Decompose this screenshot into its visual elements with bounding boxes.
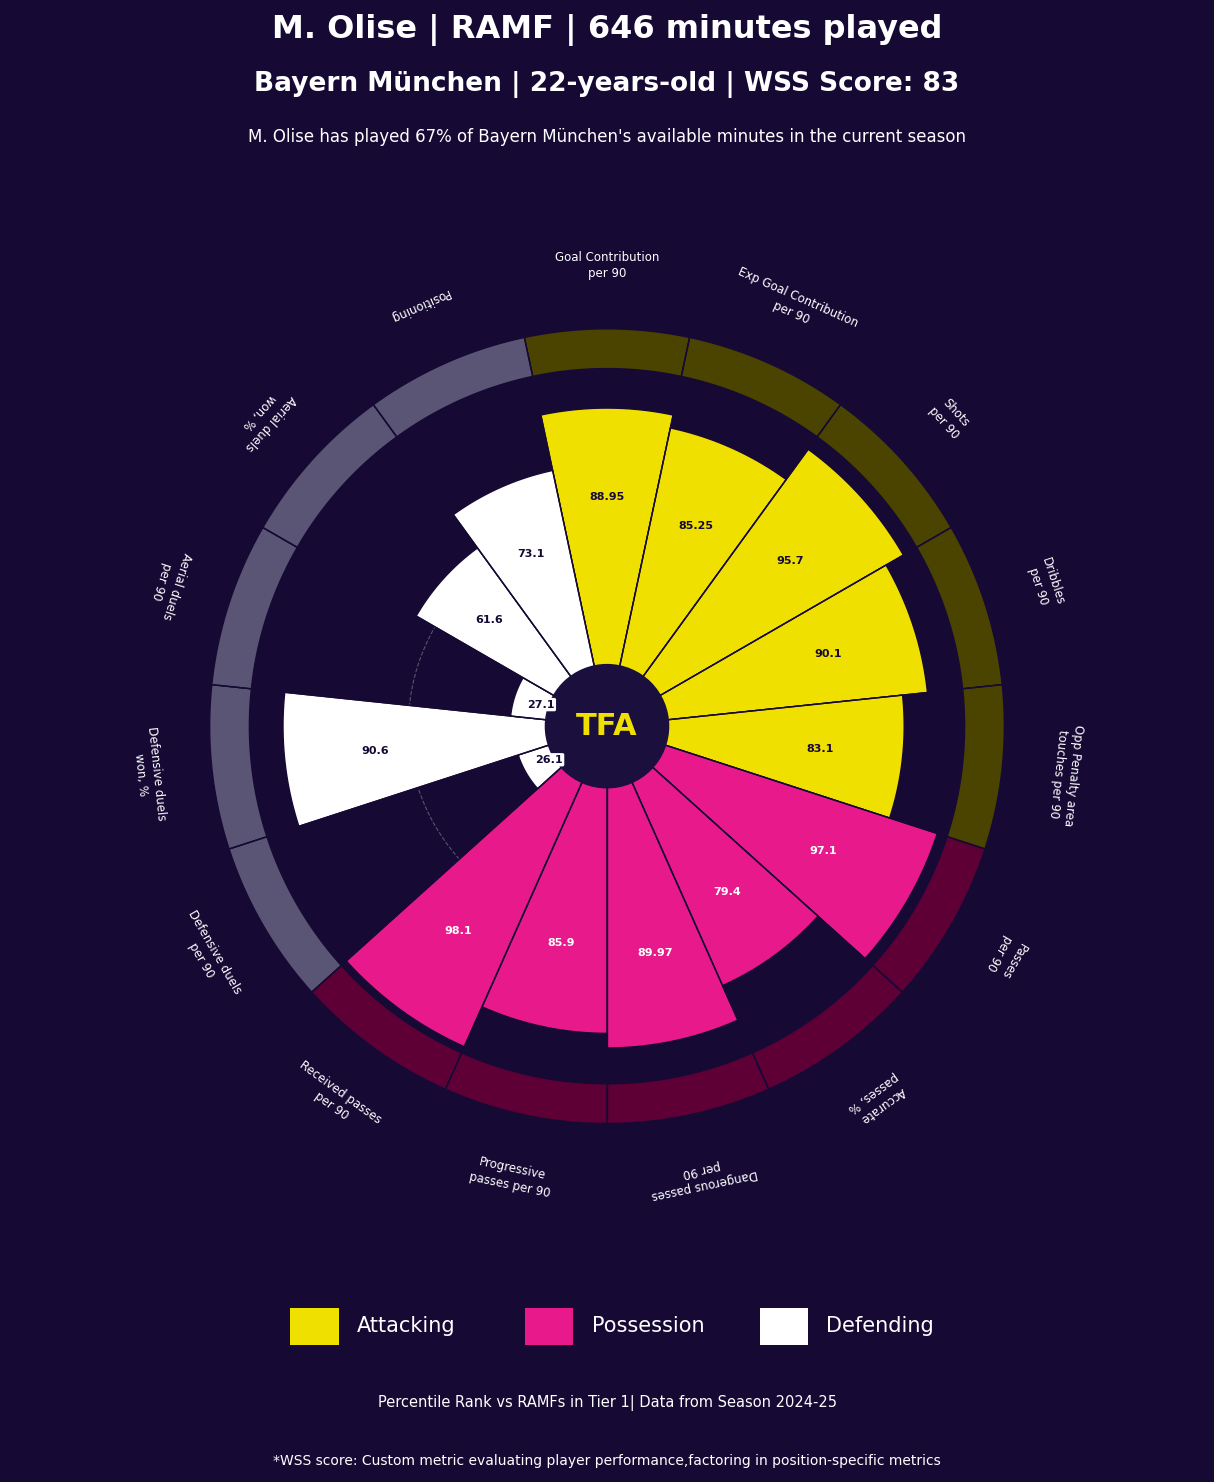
Text: Passes
per 90: Passes per 90: [983, 932, 1028, 981]
Text: 89.97: 89.97: [637, 948, 673, 957]
Text: 88.95: 88.95: [589, 492, 625, 502]
Text: M. Olise | RAMF | 646 minutes played: M. Olise | RAMF | 646 minutes played: [272, 15, 942, 46]
Text: *WSS score: Custom metric evaluating player performance,factoring in position-sp: *WSS score: Custom metric evaluating pla…: [273, 1454, 941, 1469]
Polygon shape: [947, 685, 1004, 849]
Polygon shape: [607, 428, 787, 726]
Text: Bayern München | 22-years-old | WSS Score: 83: Bayern München | 22-years-old | WSS Scor…: [255, 71, 959, 98]
Text: 95.7: 95.7: [777, 556, 804, 566]
Polygon shape: [416, 548, 607, 726]
Polygon shape: [482, 726, 607, 1033]
Text: Defensive duels
per 90: Defensive duels per 90: [171, 908, 244, 1005]
Polygon shape: [817, 405, 951, 547]
Polygon shape: [283, 692, 607, 827]
Text: 27.1: 27.1: [527, 700, 555, 710]
Text: Aerial duels
per 90: Aerial duels per 90: [144, 547, 193, 621]
Polygon shape: [211, 528, 297, 689]
Text: 85.9: 85.9: [548, 938, 574, 947]
Text: 90.1: 90.1: [813, 649, 841, 659]
Polygon shape: [210, 685, 267, 849]
Text: Accurate
passes, %: Accurate passes, %: [845, 1070, 910, 1128]
Polygon shape: [607, 726, 738, 1048]
Circle shape: [545, 664, 669, 788]
Text: 83.1: 83.1: [806, 744, 834, 753]
Text: 73.1: 73.1: [517, 550, 544, 559]
Text: Goal Contribution
per 90: Goal Contribution per 90: [555, 250, 659, 280]
Text: Exp Goal Contribution
per 90: Exp Goal Contribution per 90: [730, 265, 860, 345]
FancyBboxPatch shape: [524, 1307, 573, 1346]
Text: Dribbles
per 90: Dribbles per 90: [1023, 556, 1067, 612]
Text: 85.25: 85.25: [679, 520, 714, 531]
Polygon shape: [263, 405, 397, 547]
Text: 61.6: 61.6: [475, 615, 503, 625]
Polygon shape: [518, 726, 607, 788]
FancyBboxPatch shape: [290, 1307, 339, 1346]
Text: Percentile Rank vs RAMFs in Tier 1| Data from Season 2024-25: Percentile Rank vs RAMFs in Tier 1| Data…: [378, 1395, 836, 1411]
Polygon shape: [312, 965, 461, 1089]
Polygon shape: [346, 726, 607, 1046]
Polygon shape: [453, 470, 607, 726]
Polygon shape: [524, 329, 690, 376]
Text: 98.1: 98.1: [444, 926, 472, 935]
Polygon shape: [229, 837, 341, 991]
Polygon shape: [607, 695, 904, 818]
Polygon shape: [681, 338, 840, 437]
Text: Opp Penalty area
touches per 90: Opp Penalty area touches per 90: [1045, 722, 1085, 827]
Text: Dangerous passes
per 90: Dangerous passes per 90: [647, 1152, 759, 1202]
Text: M. Olise has played 67% of Bayern München's available minutes in the current sea: M. Olise has played 67% of Bayern Münche…: [248, 127, 966, 147]
Polygon shape: [607, 726, 937, 959]
Text: Defending: Defending: [827, 1316, 934, 1337]
Polygon shape: [607, 565, 927, 726]
Text: Positioning: Positioning: [387, 286, 452, 325]
Polygon shape: [607, 1052, 768, 1123]
Text: Defensive duels
won, %: Defensive duels won, %: [129, 726, 168, 823]
Text: Possession: Possession: [591, 1316, 704, 1337]
Text: 26.1: 26.1: [535, 754, 562, 765]
Polygon shape: [374, 338, 533, 437]
Polygon shape: [753, 965, 902, 1089]
Polygon shape: [873, 837, 985, 991]
Text: 97.1: 97.1: [810, 846, 838, 857]
Text: 90.6: 90.6: [362, 745, 388, 756]
Text: Received passes
per 90: Received passes per 90: [288, 1058, 384, 1140]
Polygon shape: [607, 726, 818, 986]
Text: TFA: TFA: [577, 711, 637, 741]
Text: Attacking: Attacking: [357, 1316, 455, 1337]
Polygon shape: [511, 677, 607, 726]
Text: Shots
per 90: Shots per 90: [926, 394, 974, 442]
Text: Progressive
passes per 90: Progressive passes per 90: [467, 1154, 555, 1200]
Polygon shape: [917, 528, 1003, 689]
Polygon shape: [607, 449, 903, 726]
Polygon shape: [541, 408, 673, 726]
FancyBboxPatch shape: [760, 1307, 809, 1346]
Text: Aerial duels
won, %: Aerial duels won, %: [231, 382, 299, 453]
Polygon shape: [446, 1052, 607, 1123]
Text: 79.4: 79.4: [714, 886, 741, 897]
